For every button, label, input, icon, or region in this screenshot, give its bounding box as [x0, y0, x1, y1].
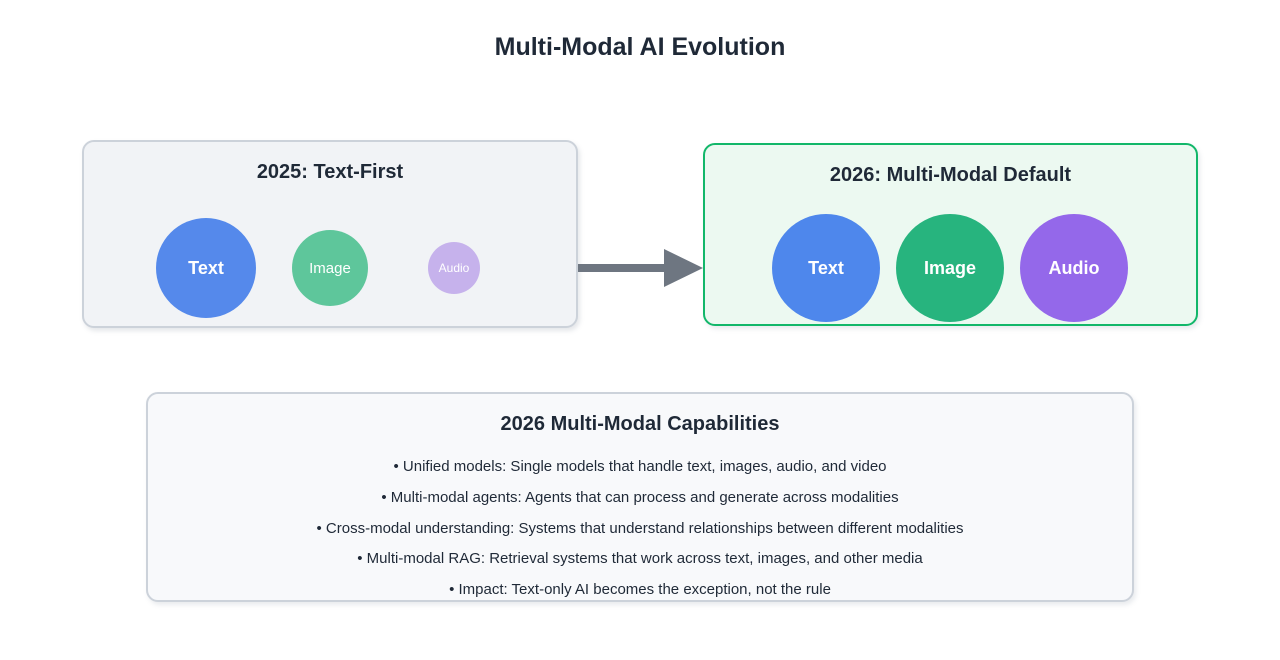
modality-circle-text-2026: Text: [772, 214, 880, 322]
capability-item: • Impact: Text-only AI becomes the excep…: [449, 581, 831, 599]
modality-circle-label: Image: [923, 257, 977, 278]
capabilities-title: 2026 Multi-Modal Capabilities: [500, 413, 780, 435]
modality-circle-label: Text: [808, 257, 844, 278]
panel-2026-title: 2026: Multi-Modal Default: [829, 164, 1072, 186]
modality-circle-audio-2025: Audio: [428, 242, 480, 294]
capability-item: • Multi-modal agents: Agents that can pr…: [381, 488, 899, 506]
modality-circle-label: Text: [188, 257, 224, 278]
modality-circle-label: Audio: [1048, 257, 1100, 278]
capability-item: • Multi-modal RAG: Retrieval systems tha…: [357, 550, 923, 568]
modality-circle-label: Image: [309, 259, 351, 277]
modality-circle-audio-2026: Audio: [1020, 214, 1128, 322]
modality-circle-image-2025: Image: [292, 230, 368, 306]
capability-item: • Unified models: Single models that han…: [393, 458, 887, 475]
arrow-right-icon: [576, 246, 704, 290]
modality-circle-text-2025: Text: [156, 218, 256, 318]
modality-circle-label: Audio: [438, 261, 470, 275]
panel-2025-text-first: 2025: Text-First Text Image Audio: [82, 140, 578, 328]
panel-capabilities: 2026 Multi-Modal Capabilities • Unified …: [146, 392, 1134, 602]
panel-2025-title: 2025: Text-First: [256, 161, 404, 183]
capabilities-list: • Unified models: Single models that han…: [148, 452, 1132, 606]
modality-circle-image-2026: Image: [896, 214, 1004, 322]
capability-item: • Cross-modal understanding: Systems tha…: [316, 519, 964, 537]
panel-2026-multi-modal-default: 2026: Multi-Modal Default Text Image Aud…: [703, 143, 1198, 326]
diagram-title: Multi-Modal AI Evolution: [494, 33, 786, 61]
